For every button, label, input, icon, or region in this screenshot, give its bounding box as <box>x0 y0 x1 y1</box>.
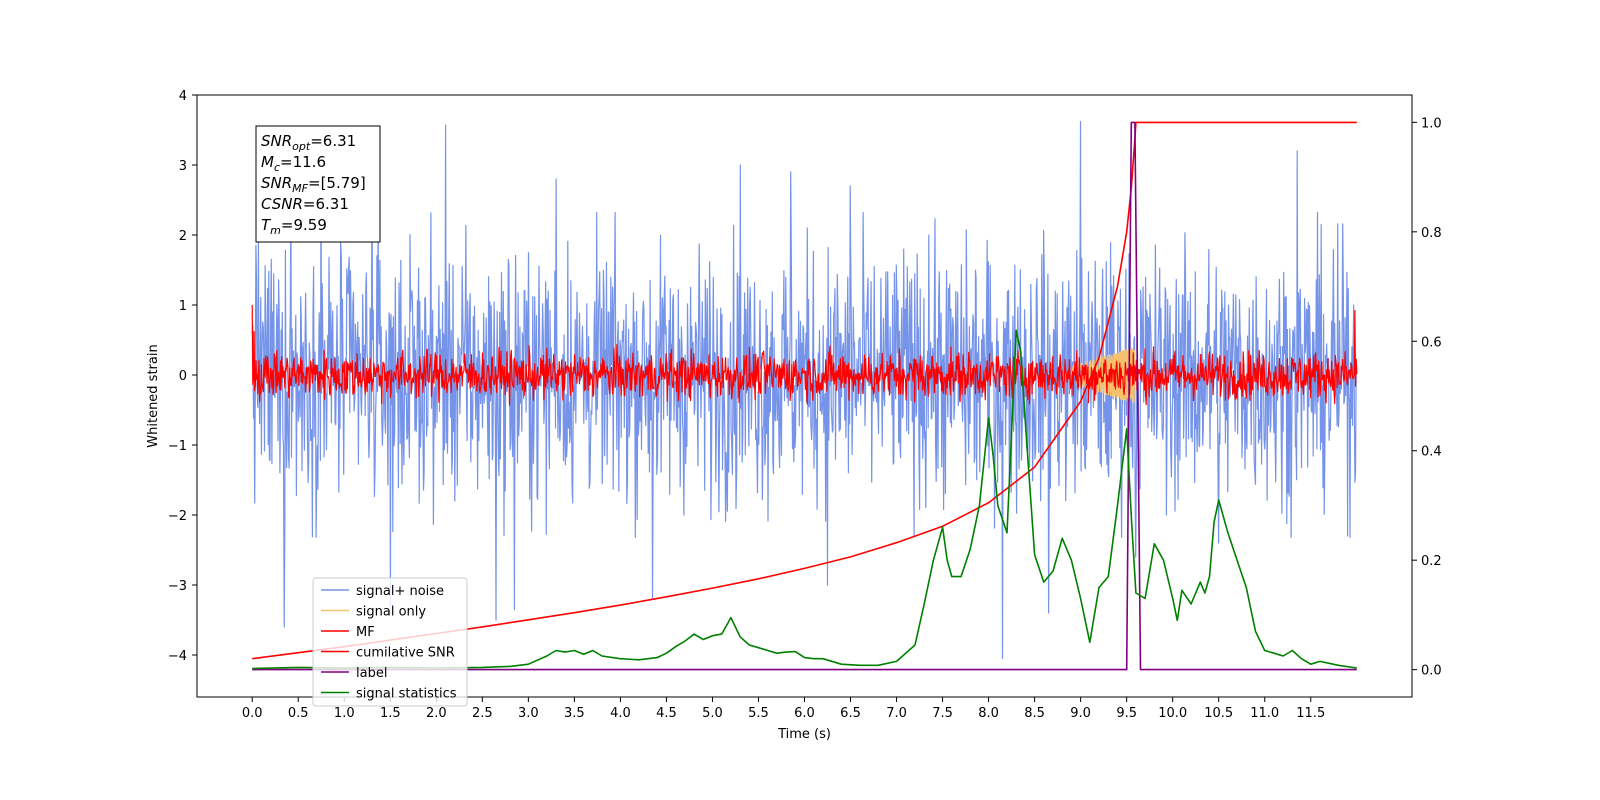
legend-entry: cumilative SNR <box>356 646 455 661</box>
x-tick-label: 4.0 <box>610 706 631 721</box>
y2-axis-ticks: 1.0 0.8 0.6 0.4 0.2 0.0 <box>1412 116 1442 679</box>
x-tick-label: 11.5 <box>1296 706 1325 721</box>
y-tick-label: 2 <box>179 229 187 244</box>
legend-entry: signal only <box>356 605 426 620</box>
x-tick-label: 6.0 <box>794 706 815 721</box>
x-tick-label: 5.5 <box>748 706 769 721</box>
y-tick-label: 0 <box>179 369 187 384</box>
x-tick-label: 6.5 <box>840 706 861 721</box>
x-tick-label: 10.0 <box>1158 706 1187 721</box>
x-tick-label: 1.5 <box>380 706 401 721</box>
y-tick-label: −4 <box>168 649 187 664</box>
x-tick-label: 9.5 <box>1116 706 1137 721</box>
x-tick-label: 5.0 <box>702 706 723 721</box>
x-tick-label: 7.0 <box>886 706 907 721</box>
x-tick-label: 0.0 <box>242 706 263 721</box>
y2-tick-label: 0.8 <box>1421 226 1442 241</box>
y2-tick-label: 0.4 <box>1421 445 1442 460</box>
series-line-mf <box>251 304 1358 406</box>
legend-entry: MF <box>356 625 375 640</box>
x-axis-label: Time (s) <box>777 727 831 742</box>
legend-frame <box>312 577 468 707</box>
y-axis-label: Whitened strain <box>146 344 161 447</box>
annotation-line: SNRopt=6.31 <box>261 132 356 153</box>
x-tick-label: 8.5 <box>1024 706 1045 721</box>
y-tick-label: 3 <box>179 159 187 174</box>
x-tick-label: 3.5 <box>564 706 585 721</box>
annotation-line: Mc=11.6 <box>261 153 326 174</box>
series-line-signal-noise <box>251 121 1358 660</box>
y-tick-label: −1 <box>168 439 187 454</box>
x-tick-label: 2.5 <box>472 706 493 721</box>
x-tick-label: 11.0 <box>1250 706 1279 721</box>
x-tick-label: 4.5 <box>656 706 677 721</box>
x-tick-label: 1.0 <box>334 706 355 721</box>
series-line-label <box>252 121 1357 671</box>
x-tick-label: 0.5 <box>288 706 309 721</box>
legend-entry: signal statistics <box>356 687 457 702</box>
x-tick-label: 8.0 <box>978 706 999 721</box>
y-tick-label: −2 <box>168 509 187 524</box>
y2-tick-label: 0.6 <box>1421 335 1442 350</box>
annotation-frame <box>255 125 381 243</box>
y-tick-label: 1 <box>179 299 187 314</box>
legend-entry: signal+ noise <box>356 584 444 599</box>
annotation-line: SNRMF=[5.79] <box>261 174 366 195</box>
y-axis-ticks: 4 3 2 1 0 −1 −2 −3 −4 <box>168 89 197 664</box>
legend: signal+ noise signal only MF cumilative SNR… <box>312 577 468 707</box>
x-tick-label: 9.0 <box>1070 706 1091 721</box>
y-tick-label: −3 <box>168 579 187 594</box>
x-axis-ticks: 0.0 0.5 1.0 1.5 2.0 2.5 3.0 3.5 4.0 4.5 5.0 5.5 6.0 6… <box>242 697 1325 721</box>
annotation-line: CSNR=6.31 <box>261 195 349 213</box>
series-line-signal-statistics <box>252 329 1357 670</box>
legend-entry: label <box>356 666 387 681</box>
y-tick-label: 4 <box>179 89 187 104</box>
annotation-line: Tm=9.59 <box>261 216 327 237</box>
x-tick-label: 3.0 <box>518 706 539 721</box>
y2-tick-label: 0.0 <box>1421 664 1442 679</box>
y2-tick-label: 1.0 <box>1421 116 1442 131</box>
y2-tick-label: 0.2 <box>1421 554 1442 569</box>
x-tick-label: 7.5 <box>932 706 953 721</box>
x-tick-label: 10.5 <box>1204 706 1233 721</box>
x-tick-label: 2.0 <box>426 706 447 721</box>
